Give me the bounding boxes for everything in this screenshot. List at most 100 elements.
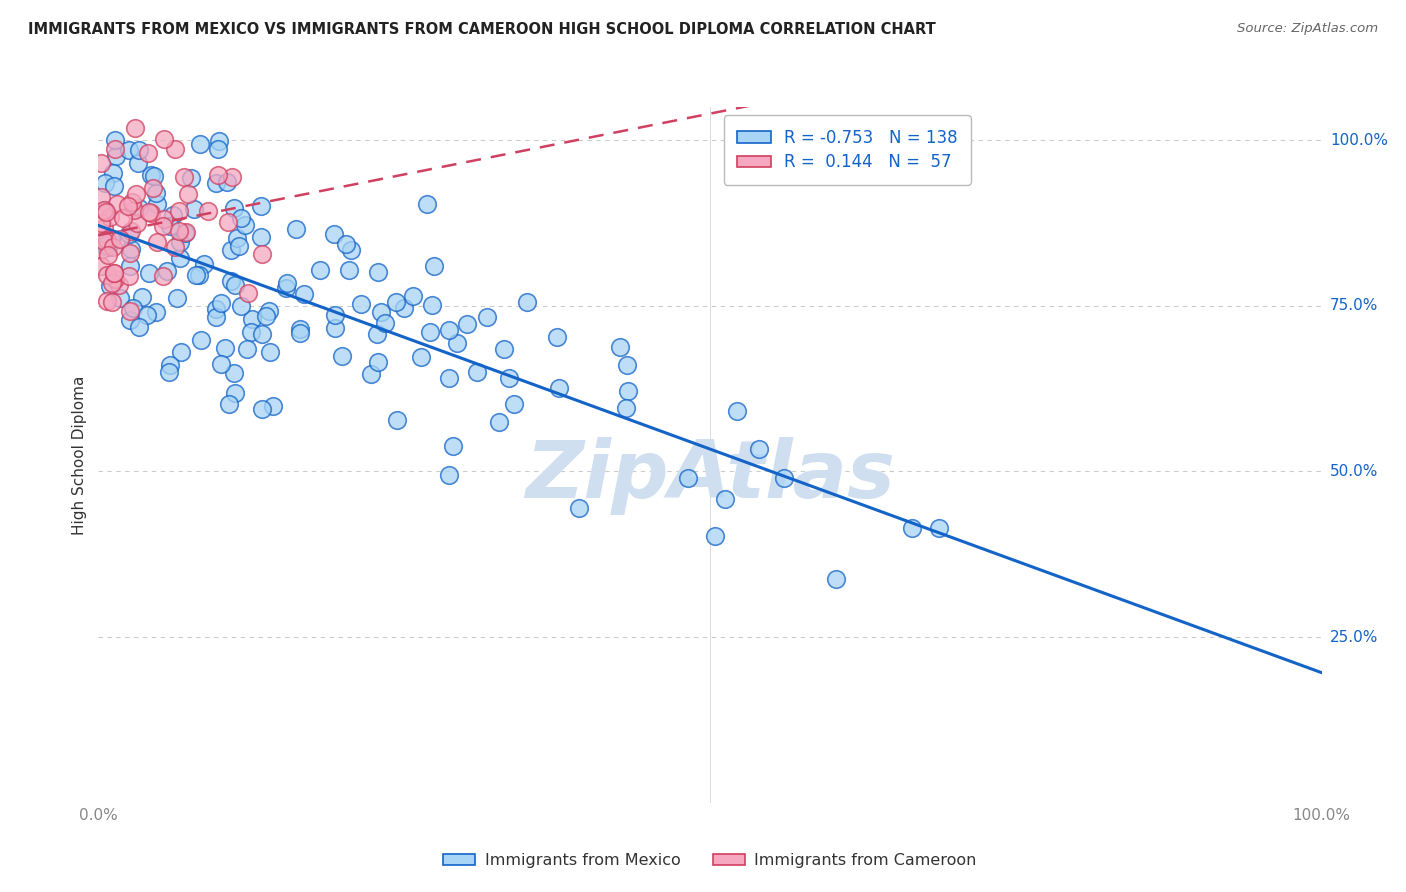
Point — [90, 156, 112, 170]
Point — [214, 341, 236, 355]
Point — [360, 367, 382, 381]
Text: Source: ZipAtlas.com: Source: ZipAtlas.com — [1237, 22, 1378, 36]
Point — [285, 222, 308, 236]
Legend: Immigrants from Mexico, Immigrants from Cameroon: Immigrants from Mexico, Immigrants from … — [437, 847, 983, 875]
Point — [125, 216, 148, 230]
Point — [274, 281, 297, 295]
Point — [252, 247, 274, 261]
Point — [173, 227, 195, 241]
Point — [128, 202, 150, 216]
Point — [96, 268, 118, 283]
Point — [713, 492, 735, 507]
Point — [439, 371, 461, 385]
Point — [100, 279, 122, 293]
Point — [419, 325, 441, 339]
Point — [93, 177, 115, 191]
Point — [128, 143, 150, 157]
Point — [423, 259, 446, 273]
Point — [337, 262, 360, 277]
Point — [616, 401, 638, 416]
Point — [145, 186, 167, 201]
Point — [136, 146, 159, 161]
Point — [165, 143, 187, 157]
Point — [676, 470, 699, 484]
Point — [103, 266, 125, 280]
Point — [207, 168, 229, 182]
Point — [236, 342, 259, 356]
Text: 100.0%: 100.0% — [1330, 133, 1388, 148]
Point — [502, 397, 524, 411]
Point — [183, 202, 205, 216]
Point — [169, 235, 191, 249]
Point — [250, 199, 273, 213]
Point — [323, 227, 346, 242]
Point — [229, 211, 252, 226]
Point — [118, 313, 141, 327]
Point — [224, 277, 246, 292]
Point — [772, 471, 794, 485]
Point — [616, 359, 638, 373]
Point — [93, 203, 115, 218]
Point — [101, 240, 124, 254]
Point — [159, 358, 181, 372]
Point — [250, 327, 273, 342]
Point — [103, 179, 125, 194]
Point — [409, 350, 432, 364]
Point — [205, 310, 228, 324]
Point — [437, 468, 460, 483]
Point — [146, 197, 169, 211]
Point — [142, 181, 165, 195]
Point — [259, 344, 281, 359]
Point — [117, 268, 139, 283]
Point — [226, 231, 249, 245]
Text: 50.0%: 50.0% — [1330, 464, 1378, 479]
Point — [117, 199, 139, 213]
Point — [263, 399, 285, 413]
Point — [446, 336, 468, 351]
Point — [335, 236, 357, 251]
Point — [467, 365, 489, 379]
Point — [100, 232, 122, 246]
Point — [152, 269, 174, 284]
Point — [159, 219, 181, 233]
Point — [108, 292, 131, 306]
Point — [475, 310, 498, 325]
Point — [96, 205, 118, 219]
Point — [825, 572, 848, 586]
Point — [374, 316, 396, 330]
Point — [294, 287, 316, 301]
Point — [516, 294, 538, 309]
Point — [488, 415, 510, 429]
Point — [290, 321, 312, 335]
Point — [139, 206, 162, 220]
Point — [122, 202, 145, 217]
Point — [167, 224, 190, 238]
Point — [127, 155, 149, 169]
Point — [188, 136, 211, 151]
Point — [367, 265, 389, 279]
Point — [215, 175, 238, 189]
Point — [90, 259, 112, 273]
Point — [205, 302, 228, 317]
Point — [124, 121, 146, 136]
Point — [103, 142, 125, 156]
Point — [236, 286, 259, 301]
Point — [197, 203, 219, 218]
Point — [97, 248, 120, 262]
Point — [568, 501, 591, 516]
Point — [207, 142, 229, 156]
Point — [439, 323, 461, 337]
Point — [928, 521, 950, 535]
Point — [240, 325, 263, 339]
Point — [105, 197, 128, 211]
Point — [221, 169, 243, 184]
Point — [498, 371, 520, 385]
Point — [340, 243, 363, 257]
Point — [90, 190, 112, 204]
Point — [93, 234, 115, 248]
Point — [120, 242, 142, 256]
Point — [233, 218, 256, 232]
Point — [94, 238, 117, 252]
Point — [108, 277, 131, 292]
Point — [392, 301, 415, 315]
